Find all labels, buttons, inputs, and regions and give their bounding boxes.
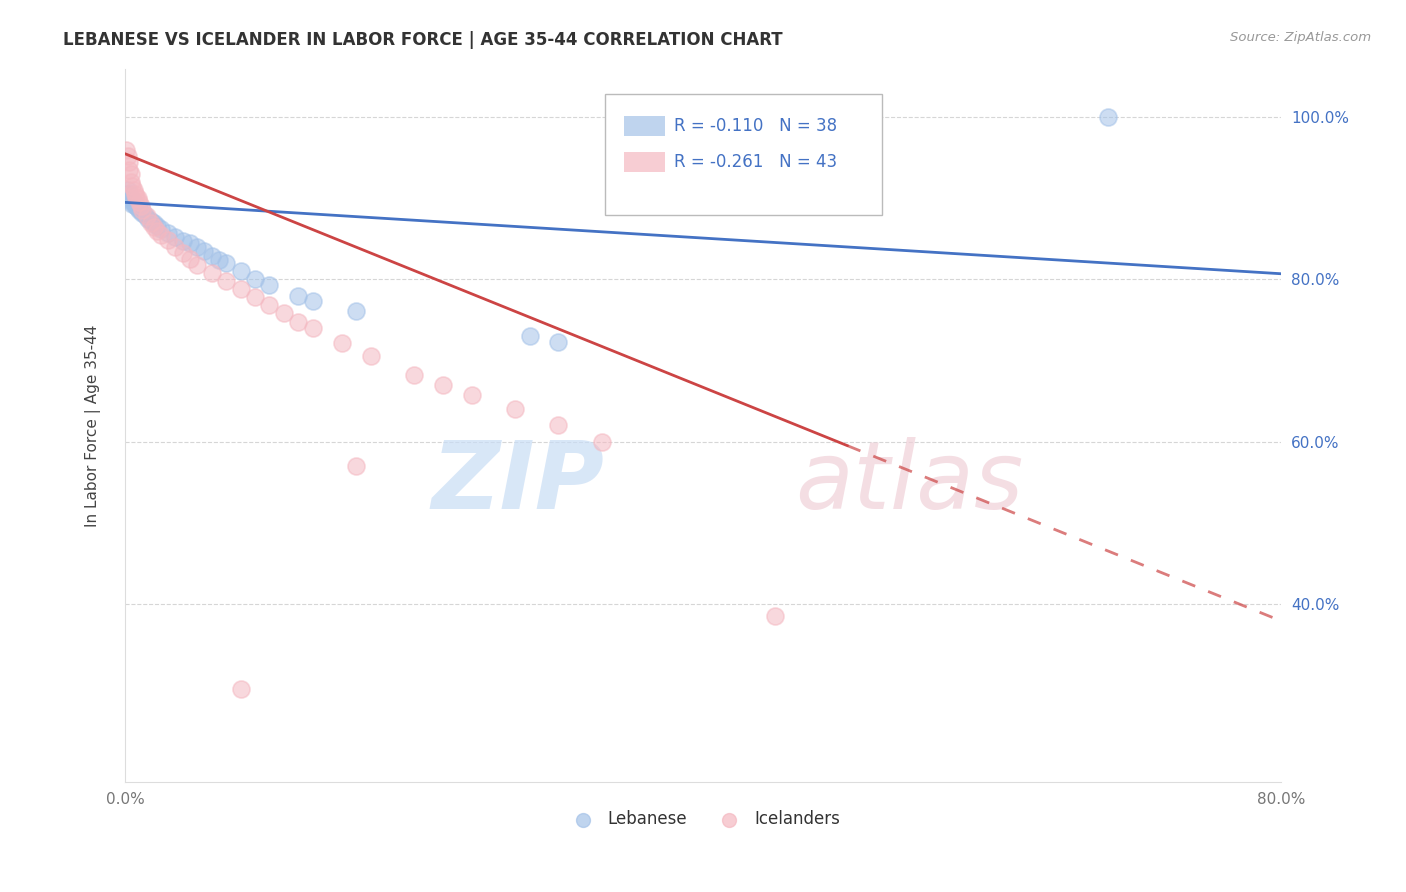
Text: R = -0.261   N = 43: R = -0.261 N = 43 [673,153,837,171]
Point [547,418,569,433]
Point [117,183,139,197]
Point [139,216,162,230]
Text: atlas: atlas [796,437,1024,528]
Point [139,214,162,228]
Point [157,226,180,240]
Point [115,187,138,202]
Point [134,208,156,222]
Bar [624,116,665,136]
Point [330,335,353,350]
Point [259,298,281,312]
Point [547,334,569,349]
Point [229,681,252,696]
Point [243,272,266,286]
Point [165,240,187,254]
Point [301,321,323,335]
Point [135,209,157,223]
Point [120,175,142,189]
Point [142,219,165,234]
Point [259,278,281,293]
Point [172,235,194,249]
Point [1097,110,1119,124]
Text: R = -0.110   N = 38: R = -0.110 N = 38 [673,118,837,136]
Point [186,258,208,272]
FancyBboxPatch shape [605,94,882,215]
Point [229,282,252,296]
Point [120,167,142,181]
Point [215,274,238,288]
Text: LEBANESE VS ICELANDER IN LABOR FORCE | AGE 35-44 CORRELATION CHART: LEBANESE VS ICELANDER IN LABOR FORCE | A… [63,31,783,49]
Point [344,304,367,318]
Point [273,306,295,320]
Point [591,434,613,449]
Point [360,349,382,363]
Point [118,162,141,177]
Point [763,609,786,624]
Point [402,368,425,383]
Point [124,198,146,212]
Point [229,264,252,278]
Point [129,199,152,213]
Point [243,290,266,304]
Point [145,224,167,238]
Point [215,256,238,270]
Point [122,195,145,210]
Point [131,206,153,220]
Point [186,240,208,254]
Point [432,377,454,392]
Point [128,195,150,210]
Point [125,189,148,203]
Point [120,191,142,205]
Point [165,230,187,244]
Point [121,179,143,194]
Point [118,187,141,202]
Point [142,217,165,231]
Point [127,201,149,215]
Point [157,234,180,248]
Point [150,227,173,242]
Legend: Lebanese, Icelanders: Lebanese, Icelanders [560,804,846,835]
Point [201,249,224,263]
Point [127,191,149,205]
Point [121,197,143,211]
Point [172,246,194,260]
Point [179,235,201,250]
Point [150,222,173,236]
Point [136,211,159,226]
Point [461,387,484,401]
Point [519,329,541,343]
Point [131,202,153,217]
Point [120,194,142,208]
Point [124,187,146,202]
Point [122,183,145,197]
Point [301,294,323,309]
Point [118,191,141,205]
Point [118,154,141,169]
Point [145,219,167,233]
Point [287,315,309,329]
Point [128,202,150,217]
Y-axis label: In Labor Force | Age 35-44: In Labor Force | Age 35-44 [86,325,101,526]
Bar [624,152,665,172]
Point [117,149,139,163]
Point [179,252,201,267]
Point [287,288,309,302]
Point [193,244,215,258]
Point [503,402,526,417]
Point [121,193,143,207]
Point [115,143,138,157]
Text: Source: ZipAtlas.com: Source: ZipAtlas.com [1230,31,1371,45]
Point [125,199,148,213]
Point [344,458,367,473]
Text: ZIP: ZIP [432,436,605,529]
Point [201,266,224,280]
Point [208,252,231,267]
